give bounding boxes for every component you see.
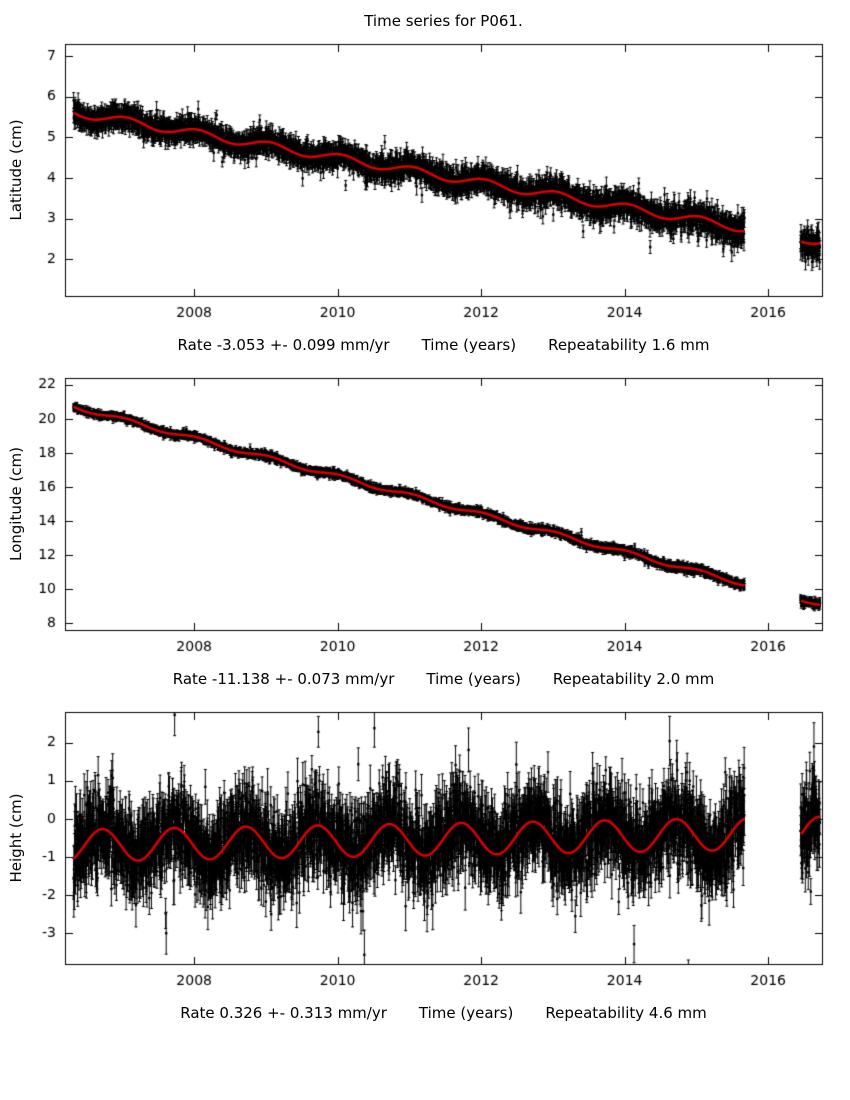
repeatability-text-height: Repeatability 4.6 mm: [545, 1004, 707, 1022]
repeatability-text-longitude: Repeatability 2.0 mm: [552, 670, 715, 688]
panel-latitude: Latitude (cm) Rate -3.053 +- 0.099 mm/yr…: [0, 34, 850, 354]
x-axis-label-longitude: Time (years): [426, 670, 521, 688]
panel-longitude: Longitude (cm) Rate -11.138 +- 0.073 mm/…: [0, 368, 850, 688]
plot-title: Time series for P061.: [364, 12, 523, 30]
repeatability-text-latitude: Repeatability 1.6 mm: [548, 336, 710, 354]
rate-text-longitude: Rate -11.138 +- 0.073 mm/yr: [172, 670, 395, 688]
caption-height: Rate 0.326 +- 0.313 mm/yr Time (years) R…: [65, 1004, 822, 1022]
x-axis-label-latitude: Time (years): [421, 336, 517, 354]
y-axis-label-latitude: Latitude (cm): [7, 119, 25, 221]
latitude-scatter-plot: [0, 34, 850, 334]
time-series-page: Time series for P061. Latitude (cm) Rate…: [0, 12, 850, 1022]
longitude-scatter-plot: [0, 368, 850, 668]
y-axis-label-height: Height (cm): [7, 793, 25, 883]
y-axis-label-longitude: Longitude (cm): [7, 447, 25, 561]
caption-latitude: Rate -3.053 +- 0.099 mm/yr Time (years) …: [65, 336, 822, 354]
x-axis-label-height: Time (years): [418, 1004, 514, 1022]
rate-text-latitude: Rate -3.053 +- 0.099 mm/yr: [177, 336, 390, 354]
caption-longitude: Rate -11.138 +- 0.073 mm/yr Time (years)…: [65, 670, 822, 688]
height-scatter-plot: [0, 702, 850, 1002]
rate-text-height: Rate 0.326 +- 0.313 mm/yr: [180, 1004, 387, 1022]
panel-height: Height (cm) Rate 0.326 +- 0.313 mm/yr Ti…: [0, 702, 850, 1022]
